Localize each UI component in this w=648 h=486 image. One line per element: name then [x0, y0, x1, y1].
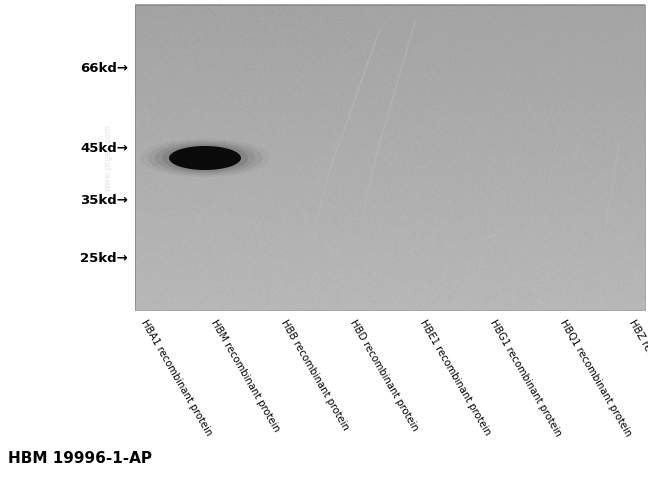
Text: HBE1 recombinant protein: HBE1 recombinant protein	[418, 318, 492, 437]
Ellipse shape	[155, 142, 255, 174]
Bar	[135, 5, 645, 310]
Text: HBG1 recombinant protein: HBG1 recombinant protein	[488, 318, 563, 438]
Text: HBA1 recombinant protein: HBA1 recombinant protein	[139, 318, 214, 437]
Ellipse shape	[169, 146, 241, 170]
Text: HBM 19996-1-AP: HBM 19996-1-AP	[8, 451, 152, 466]
Text: HBZ recombinant protein: HBZ recombinant protein	[627, 318, 648, 432]
Polygon shape	[364, 5, 645, 97]
Ellipse shape	[162, 144, 248, 172]
Text: 25kd→: 25kd→	[80, 251, 128, 264]
Text: 35kd→: 35kd→	[80, 193, 128, 207]
Text: www.ptgex.com: www.ptgex.com	[104, 124, 113, 191]
Text: HBB recombinant protein: HBB recombinant protein	[279, 318, 351, 432]
Text: HBM recombinant protein: HBM recombinant protein	[209, 318, 281, 434]
Text: HBQ1 recombinant protein: HBQ1 recombinant protein	[558, 318, 633, 438]
Text: HBD recombinant protein: HBD recombinant protein	[349, 318, 421, 433]
Ellipse shape	[147, 140, 262, 175]
Text: 45kd→: 45kd→	[80, 141, 128, 155]
Text: 66kd→: 66kd→	[80, 62, 128, 74]
